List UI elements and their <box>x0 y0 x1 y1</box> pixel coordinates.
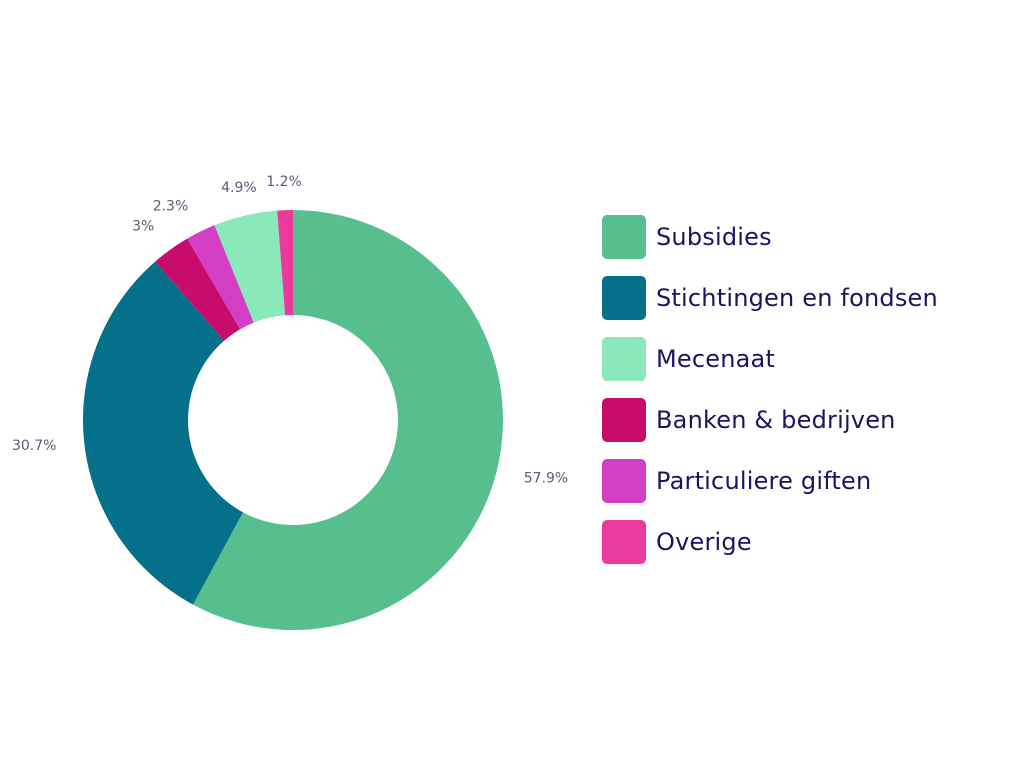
donut-slice-subsidies <box>192 210 503 630</box>
value-label-mecenaat: 4.9% <box>221 180 257 196</box>
value-label-overige: 1.2% <box>266 174 302 190</box>
legend-item-overige: Overige <box>602 520 1012 564</box>
legend-item-particuliere-giften: Particuliere giften <box>602 459 1012 503</box>
donut-slices <box>82 210 503 630</box>
legend-swatch-subsidies <box>602 215 646 259</box>
legend-label-banken-bedrijven: Banken & bedrijven <box>656 406 896 434</box>
donut-slice-banken-bedrijven <box>155 238 241 341</box>
legend-item-banken-bedrijven: Banken & bedrijven <box>602 398 1012 442</box>
donut-value-labels: 57.9% 30.7% 3% 2.3% 4.9% 1.2% <box>12 174 568 486</box>
legend-item-subsidies: Subsidies <box>602 215 1012 259</box>
legend-swatch-particuliere-giften <box>602 459 646 503</box>
value-label-banken-bedrijven: 3% <box>132 219 154 235</box>
donut-slice-mecenaat <box>214 210 286 323</box>
donut-slice-stichtingen-en-fondsen <box>82 261 243 605</box>
value-label-particuliere-giften: 2.3% <box>153 198 189 214</box>
chart-legend: Subsidies Stichtingen en fondsen Mecenaa… <box>602 215 1012 581</box>
donut-slice-particuliere-giften <box>187 225 254 330</box>
legend-label-subsidies: Subsidies <box>656 223 772 251</box>
legend-item-mecenaat: Mecenaat <box>602 337 1012 381</box>
legend-swatch-mecenaat <box>602 337 646 381</box>
legend-label-overige: Overige <box>656 528 752 556</box>
value-label-stichtingen-en-fondsen: 30.7% <box>12 438 56 454</box>
legend-swatch-overige <box>602 520 646 564</box>
value-label-subsidies: 57.9% <box>524 470 568 486</box>
legend-label-stichtingen-en-fondsen: Stichtingen en fondsen <box>656 284 938 312</box>
legend-label-particuliere-giften: Particuliere giften <box>656 467 872 495</box>
legend-item-stichtingen-en-fondsen: Stichtingen en fondsen <box>602 276 1012 320</box>
legend-label-mecenaat: Mecenaat <box>656 345 776 373</box>
legend-swatch-stichtingen-en-fondsen <box>602 276 646 320</box>
legend-swatch-banken-bedrijven <box>602 398 646 442</box>
donut-slice-overige <box>277 210 293 316</box>
